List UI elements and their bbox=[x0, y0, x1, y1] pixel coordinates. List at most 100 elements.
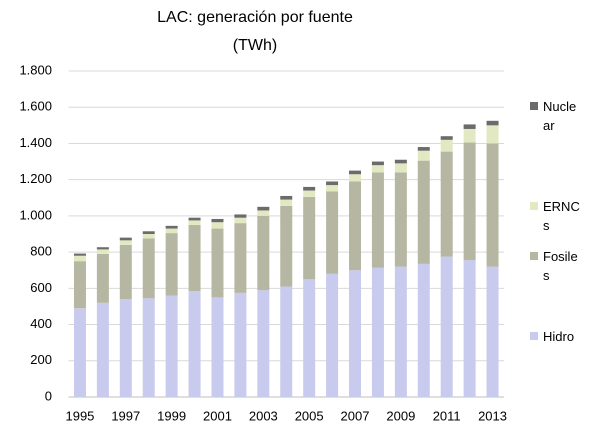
bar-segment bbox=[303, 186, 316, 191]
legend-label: Fosiles bbox=[543, 249, 578, 283]
x-tick-label: 2007 bbox=[341, 408, 370, 423]
bar-segment bbox=[165, 228, 178, 234]
bar-segment bbox=[463, 124, 476, 129]
bar-segment bbox=[142, 238, 155, 299]
bar-segment bbox=[142, 234, 155, 239]
bar-segment bbox=[463, 142, 476, 261]
y-tick-label: 1.000 bbox=[19, 207, 52, 222]
bar-segment bbox=[280, 199, 293, 206]
bar-segment bbox=[211, 228, 224, 298]
legend-swatch bbox=[530, 332, 538, 340]
bar-segment bbox=[394, 159, 407, 164]
bar-segment bbox=[234, 217, 247, 224]
legend-label: Nuclear bbox=[543, 99, 577, 133]
x-tick-label: 2005 bbox=[295, 408, 324, 423]
bar-segment bbox=[119, 237, 132, 241]
bar-segment bbox=[371, 172, 384, 268]
legend-item: ERNCs bbox=[530, 197, 581, 235]
bar-segment bbox=[394, 266, 407, 397]
y-tick-label: 600 bbox=[30, 280, 52, 295]
legend-item: Nuclear bbox=[530, 97, 581, 135]
chart-title: LAC: generación por fuente (TWh) bbox=[157, 9, 353, 54]
bar-segment bbox=[188, 291, 201, 397]
x-tick-label: 2013 bbox=[478, 408, 507, 423]
bar-segment bbox=[349, 170, 362, 175]
bar-segment bbox=[142, 298, 155, 397]
bar-segment bbox=[257, 215, 270, 291]
x-tick-label: 2001 bbox=[203, 408, 232, 423]
legend-label: ERNCs bbox=[543, 199, 580, 233]
legend-swatch bbox=[530, 252, 538, 260]
bar-segment bbox=[417, 150, 430, 161]
bar-segment bbox=[211, 297, 224, 397]
bar-segment bbox=[417, 147, 430, 151]
x-tick-label: 2003 bbox=[249, 408, 278, 423]
y-tick-label: 800 bbox=[30, 244, 52, 259]
x-tick-label: 1999 bbox=[157, 408, 186, 423]
bar-segment bbox=[234, 223, 247, 293]
bar-segment bbox=[486, 143, 499, 267]
bar-segment bbox=[257, 206, 270, 211]
bar-segment bbox=[188, 217, 201, 221]
y-tick-label: 400 bbox=[30, 316, 52, 331]
bar-segment bbox=[326, 191, 339, 274]
bar-segment bbox=[303, 279, 316, 397]
bar-segment bbox=[440, 151, 453, 257]
bar-segment bbox=[257, 290, 270, 397]
bar-segment bbox=[234, 292, 247, 397]
legend-swatch bbox=[530, 102, 538, 110]
bar-segment bbox=[440, 256, 453, 397]
bar-segment bbox=[394, 172, 407, 267]
bar-segment bbox=[326, 185, 339, 192]
x-tick-label: 1997 bbox=[111, 408, 140, 423]
bar-segment bbox=[303, 190, 316, 197]
bar-segment bbox=[303, 196, 316, 280]
bar-segment bbox=[440, 136, 453, 140]
bar-segment bbox=[394, 163, 407, 173]
bar-segment bbox=[119, 299, 132, 397]
bar-segment bbox=[349, 174, 362, 182]
bar-segment bbox=[440, 139, 453, 152]
x-tick-label: 2009 bbox=[386, 408, 415, 423]
y-tick-label: 200 bbox=[30, 352, 52, 367]
bar-segment bbox=[165, 233, 178, 296]
bar-segment bbox=[96, 253, 109, 303]
bar-segment bbox=[188, 224, 201, 292]
bar-segment bbox=[326, 273, 339, 397]
y-tick-label: 1.800 bbox=[19, 62, 52, 77]
bar-segment bbox=[417, 263, 430, 397]
bar-segment bbox=[280, 195, 293, 200]
bar-segment bbox=[119, 240, 132, 245]
bar-segment bbox=[326, 181, 339, 186]
bar-segment bbox=[349, 270, 362, 397]
x-tick-label: 2011 bbox=[433, 408, 461, 423]
bar-segment bbox=[280, 286, 293, 397]
bar-segment bbox=[417, 160, 430, 264]
bar-segment bbox=[211, 222, 224, 229]
x-tick-label: 1995 bbox=[65, 408, 94, 423]
legend-item: Fosiles bbox=[530, 247, 581, 285]
bar-segment bbox=[463, 260, 476, 397]
bar-segment bbox=[96, 249, 109, 254]
bar-segment bbox=[119, 244, 132, 300]
legend-label: Hidro bbox=[543, 329, 575, 344]
bar-segment bbox=[188, 220, 201, 225]
y-tick-label: 1.600 bbox=[19, 99, 52, 114]
bar-segment bbox=[73, 308, 86, 397]
legend-item: Hidro bbox=[530, 327, 581, 346]
bar-segment bbox=[371, 161, 384, 166]
bar-segment bbox=[165, 225, 178, 229]
bar-segment bbox=[165, 295, 178, 397]
y-tick-label: 1.400 bbox=[19, 135, 52, 150]
bar-segment bbox=[486, 120, 499, 126]
bar-segment bbox=[371, 267, 384, 397]
bar-segment bbox=[349, 181, 362, 271]
bar-segment bbox=[96, 302, 109, 397]
bar-segment bbox=[257, 210, 270, 216]
bar-segment bbox=[142, 231, 155, 234]
bar-segment bbox=[280, 205, 293, 287]
bar-segment bbox=[486, 266, 499, 397]
legend-swatch bbox=[530, 202, 538, 210]
